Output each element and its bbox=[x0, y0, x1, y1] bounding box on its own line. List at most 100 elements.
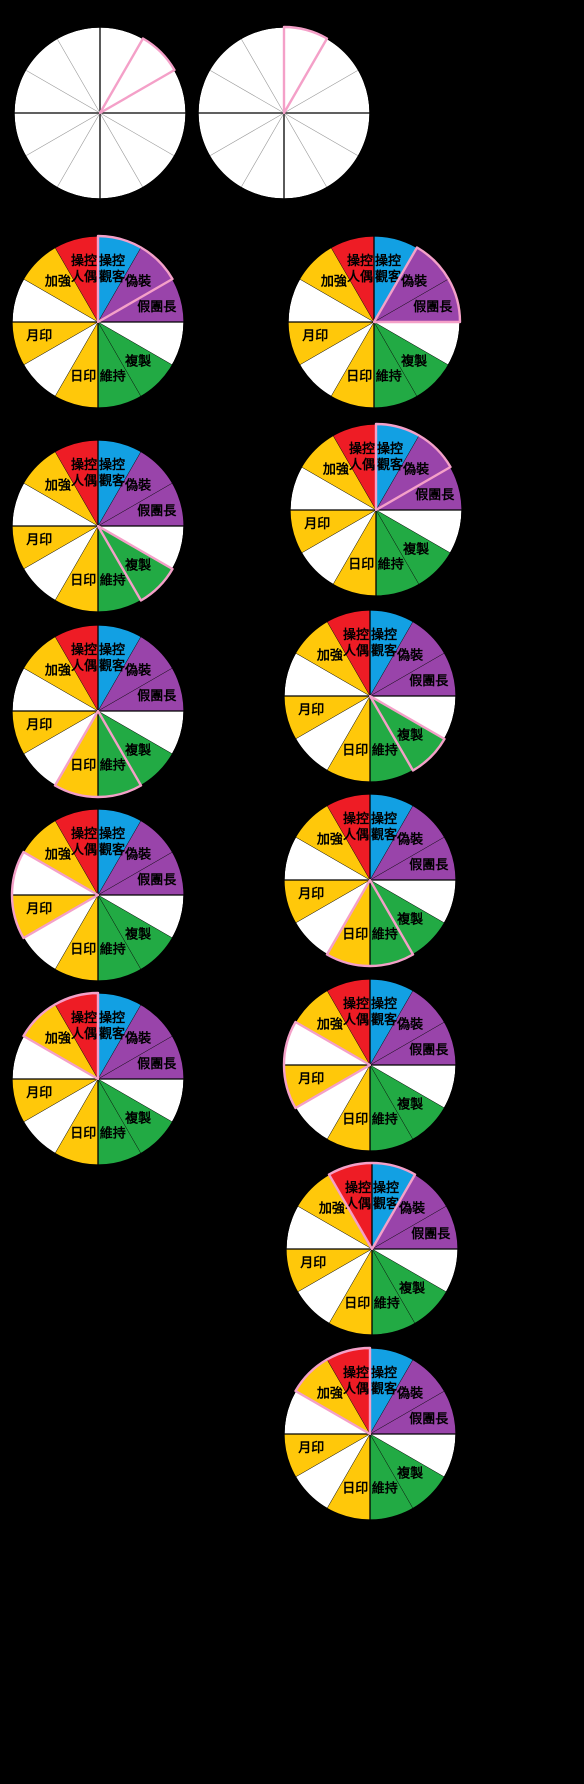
label-green-right: 複製 bbox=[398, 1281, 425, 1297]
label-yellow-top: 加強 bbox=[44, 662, 71, 678]
label-purple-top: 偽裝 bbox=[396, 647, 424, 663]
spoke-line bbox=[301, 509, 377, 554]
sector-yellow bbox=[295, 621, 370, 696]
label-yellow-bottom: 日印 bbox=[342, 743, 368, 758]
label-green-right: 複製 bbox=[396, 728, 423, 744]
spoke-line bbox=[56, 38, 101, 114]
label-blue-bottom: 觀客 bbox=[99, 658, 126, 674]
sector-red bbox=[55, 809, 98, 895]
sector-yellow bbox=[284, 1065, 370, 1108]
label-green-left: 維持 bbox=[100, 757, 126, 773]
spoke-line bbox=[283, 112, 359, 157]
label-yellow-bottom: 日印 bbox=[346, 369, 372, 384]
sector-purple bbox=[376, 467, 462, 510]
spoke-line bbox=[295, 695, 371, 740]
label-green-left: 維持 bbox=[372, 926, 398, 942]
sector-yellow bbox=[23, 247, 98, 322]
sector-purple bbox=[98, 636, 173, 711]
spoke-line bbox=[373, 321, 418, 397]
sector-purple bbox=[98, 820, 173, 895]
label-green-left: 維持 bbox=[372, 1480, 398, 1496]
spoke-line bbox=[373, 321, 449, 366]
spoke-line bbox=[99, 112, 144, 188]
sector-blue bbox=[370, 979, 413, 1065]
sector-yellow bbox=[55, 322, 98, 408]
spoke-line bbox=[369, 1390, 445, 1435]
label-green-right: 複製 bbox=[124, 743, 151, 759]
label-blue-bottom: 觀客 bbox=[371, 643, 398, 659]
label-blue-bottom: 觀客 bbox=[377, 457, 404, 473]
spoke-line bbox=[54, 820, 99, 896]
spoke-line bbox=[283, 69, 359, 114]
label-yellow-left: 月印 bbox=[297, 1072, 324, 1087]
label-purple-bottom: 假團長 bbox=[409, 673, 449, 689]
label-blue-top: 操控 bbox=[371, 996, 397, 1012]
label-red-top: 操控 bbox=[71, 457, 97, 473]
wheel-blank-1 bbox=[13, 26, 187, 200]
sector-purple bbox=[98, 852, 184, 895]
label-yellow-left: 月印 bbox=[299, 1256, 326, 1271]
sector-yellow bbox=[23, 451, 98, 526]
wheel-rim bbox=[11, 439, 185, 613]
label-red-bottom: 人偶 bbox=[349, 457, 375, 473]
sector-red bbox=[327, 794, 370, 880]
sector-yellow bbox=[290, 510, 376, 553]
spoke-line bbox=[369, 1064, 445, 1109]
sector-yellow bbox=[284, 880, 370, 923]
label-purple-bottom: 假團長 bbox=[413, 299, 453, 315]
spoke-line bbox=[369, 805, 414, 881]
spoke-line bbox=[369, 652, 445, 697]
label-red-top: 操控 bbox=[343, 627, 369, 643]
sector-red bbox=[55, 993, 98, 1079]
label-yellow-top: 加強 bbox=[316, 831, 343, 847]
spoke-line bbox=[326, 805, 371, 881]
spoke-line bbox=[369, 1433, 445, 1478]
spoke-line bbox=[326, 990, 371, 1066]
label-green-right: 複製 bbox=[124, 1111, 151, 1127]
spoke-line bbox=[97, 851, 173, 896]
label-blue-top: 操控 bbox=[99, 1010, 125, 1026]
sector-blue bbox=[98, 236, 141, 322]
label-blue-bottom: 觀客 bbox=[371, 1381, 398, 1397]
spoke-line bbox=[25, 69, 101, 114]
label-yellow-bottom: 日印 bbox=[342, 927, 368, 942]
sector-blue bbox=[376, 424, 419, 510]
spoke-line bbox=[371, 1248, 416, 1324]
label-blue-top: 操控 bbox=[371, 627, 397, 643]
label-yellow-bottom: 日印 bbox=[348, 557, 374, 572]
spoke-line bbox=[97, 820, 142, 896]
sector-yellow bbox=[329, 1249, 372, 1335]
label-purple-top: 偽裝 bbox=[124, 662, 152, 678]
sector-green bbox=[370, 1434, 413, 1520]
spoke-line bbox=[97, 894, 173, 939]
label-red-bottom: 人偶 bbox=[71, 842, 97, 858]
sector-red bbox=[55, 625, 98, 711]
label-purple-top: 偽裝 bbox=[402, 461, 430, 477]
sector-yellow bbox=[284, 1434, 370, 1477]
spoke-line bbox=[369, 1433, 414, 1509]
sector-green bbox=[98, 1079, 141, 1165]
spoke-line bbox=[209, 69, 285, 114]
highlight-outline bbox=[368, 694, 446, 772]
label-blue-top: 操控 bbox=[377, 441, 403, 457]
sector-yellow bbox=[12, 895, 98, 938]
label-purple-top: 偽裝 bbox=[396, 831, 424, 847]
sector-green bbox=[376, 510, 451, 585]
sector-yellow bbox=[288, 322, 374, 365]
label-blue-top: 操控 bbox=[99, 826, 125, 842]
highlight-outline bbox=[372, 246, 462, 324]
spoke-line bbox=[97, 321, 142, 397]
label-red-top: 操控 bbox=[71, 253, 97, 269]
label-blue-bottom: 觀客 bbox=[375, 269, 402, 285]
label-purple-bottom: 假團長 bbox=[137, 872, 177, 888]
highlight-outline bbox=[374, 422, 452, 512]
spoke-line bbox=[299, 278, 375, 323]
spoke-line bbox=[97, 894, 142, 970]
spoke-line bbox=[240, 112, 285, 188]
sector-red bbox=[327, 1348, 370, 1434]
sector-yellow bbox=[23, 820, 98, 895]
sector-purple bbox=[370, 621, 445, 696]
